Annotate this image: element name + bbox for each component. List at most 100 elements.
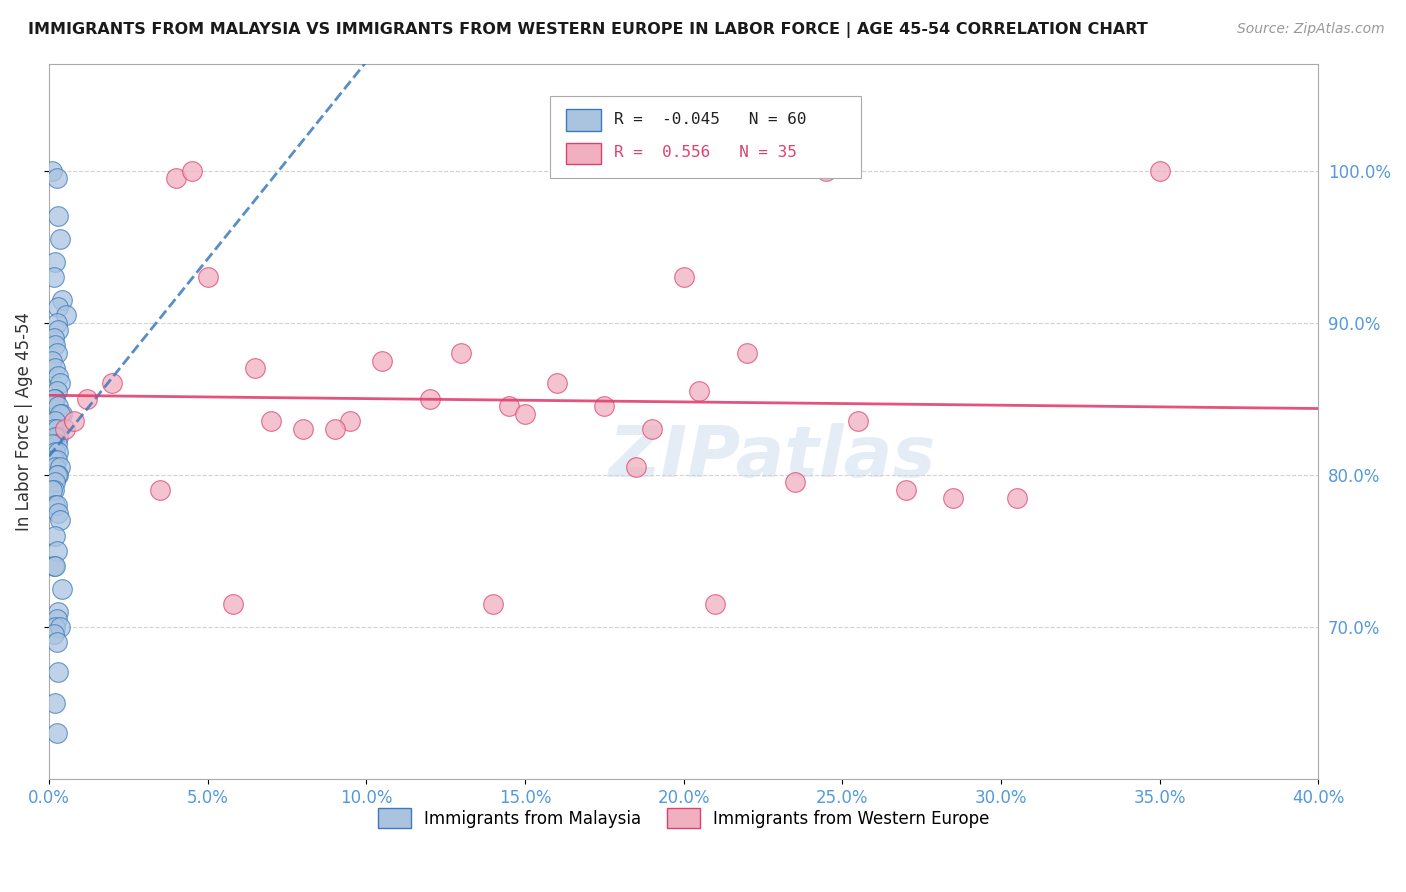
Point	[48, 368, 70, 383]
Text: R =  0.556   N = 35: R = 0.556 N = 35	[614, 145, 797, 161]
Point	[101, 376, 124, 391]
Point	[1005, 491, 1028, 505]
Point	[49, 407, 72, 421]
Point	[49, 513, 72, 527]
Point	[45, 498, 67, 512]
Legend: Immigrants from Malaysia, Immigrants from Western Europe: Immigrants from Malaysia, Immigrants fro…	[371, 801, 997, 835]
Point	[1149, 163, 1171, 178]
Point	[894, 483, 917, 497]
Point	[44, 445, 66, 459]
Point	[42, 483, 65, 497]
Point	[55, 308, 77, 322]
Point	[42, 270, 65, 285]
Point	[49, 620, 72, 634]
Text: IMMIGRANTS FROM MALAYSIA VS IMMIGRANTS FROM WESTERN EUROPE IN LABOR FORCE | AGE : IMMIGRANTS FROM MALAYSIA VS IMMIGRANTS F…	[28, 22, 1147, 38]
Point	[245, 361, 267, 376]
Text: ZIPatlas: ZIPatlas	[609, 423, 936, 491]
Text: Source: ZipAtlas.com: Source: ZipAtlas.com	[1237, 22, 1385, 37]
Point	[260, 415, 283, 429]
Point	[180, 163, 202, 178]
Point	[49, 232, 72, 246]
Point	[45, 437, 67, 451]
Point	[44, 460, 66, 475]
Point	[44, 475, 66, 490]
Point	[593, 399, 616, 413]
Point	[42, 392, 65, 406]
Y-axis label: In Labor Force | Age 45-54: In Labor Force | Age 45-54	[15, 312, 32, 531]
Point	[44, 559, 66, 574]
Point	[48, 301, 70, 315]
Point	[44, 361, 66, 376]
Point	[42, 452, 65, 467]
Point	[48, 445, 70, 459]
Point	[44, 498, 66, 512]
Point	[51, 407, 73, 421]
Point	[41, 437, 63, 451]
Point	[48, 209, 70, 223]
Point	[371, 353, 394, 368]
Point	[45, 316, 67, 330]
Point	[222, 597, 245, 611]
Point	[48, 467, 70, 482]
Point	[48, 323, 70, 337]
Point	[48, 665, 70, 680]
Point	[546, 376, 568, 391]
Point	[165, 171, 187, 186]
Point	[49, 460, 72, 475]
Point	[704, 597, 727, 611]
Point	[197, 270, 219, 285]
Point	[735, 346, 758, 360]
Point	[41, 483, 63, 497]
Point	[450, 346, 472, 360]
Point	[44, 528, 66, 542]
Point	[45, 171, 67, 186]
Point	[41, 353, 63, 368]
Point	[44, 430, 66, 444]
Point	[45, 422, 67, 436]
Point	[42, 559, 65, 574]
Point	[689, 384, 711, 398]
Point	[51, 582, 73, 596]
Point	[45, 467, 67, 482]
Point	[44, 338, 66, 352]
Point	[624, 460, 647, 475]
Point	[41, 163, 63, 178]
Point	[42, 422, 65, 436]
Point	[323, 422, 346, 436]
Point	[498, 399, 520, 413]
Point	[76, 392, 98, 406]
Point	[48, 605, 70, 619]
Point	[44, 254, 66, 268]
Point	[45, 726, 67, 740]
Point	[942, 491, 965, 505]
Point	[51, 293, 73, 307]
Point	[482, 597, 505, 611]
Point	[48, 430, 70, 444]
Point	[783, 475, 806, 490]
Point	[45, 452, 67, 467]
Point	[45, 543, 67, 558]
Point	[49, 376, 72, 391]
Point	[672, 270, 695, 285]
Point	[45, 384, 67, 398]
Point	[44, 620, 66, 634]
Point	[45, 612, 67, 626]
Point	[44, 392, 66, 406]
Text: R =  -0.045   N = 60: R = -0.045 N = 60	[614, 112, 806, 127]
Point	[419, 392, 441, 406]
Point	[149, 483, 172, 497]
Point	[53, 422, 76, 436]
Point	[513, 407, 536, 421]
Point	[846, 415, 869, 429]
Point	[44, 415, 66, 429]
Point	[291, 422, 314, 436]
Point	[42, 627, 65, 641]
FancyBboxPatch shape	[550, 96, 862, 178]
Point	[641, 422, 664, 436]
Point	[815, 163, 838, 178]
Point	[45, 346, 67, 360]
Point	[42, 331, 65, 345]
Point	[48, 506, 70, 520]
Point	[63, 415, 86, 429]
Point	[48, 399, 70, 413]
